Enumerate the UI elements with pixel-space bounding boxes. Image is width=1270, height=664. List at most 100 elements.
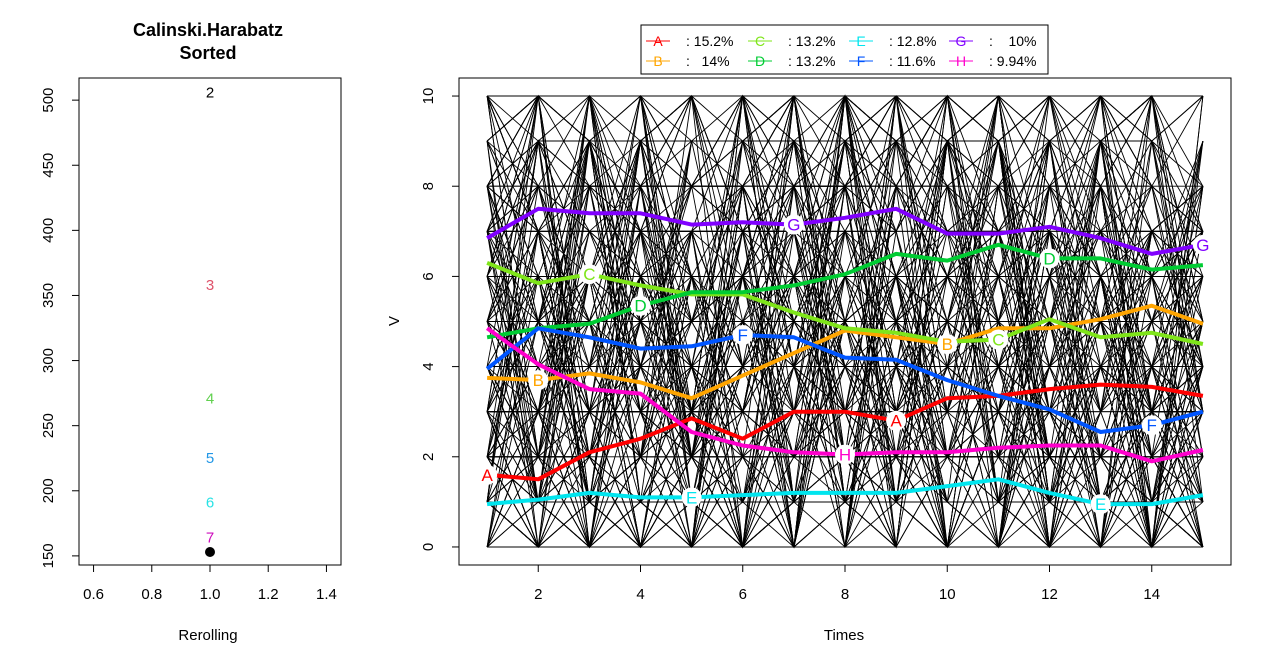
legend-value-a: : 15.2% bbox=[686, 33, 733, 49]
right-x-tick-label: 2 bbox=[534, 586, 542, 603]
series-line-a bbox=[486, 382, 1204, 482]
cluster-count-label: 2 bbox=[206, 84, 214, 101]
series-line-g bbox=[486, 206, 1204, 256]
left-plot-frame bbox=[78, 77, 342, 566]
series-label-e: E bbox=[1095, 495, 1106, 514]
series-label-b: B bbox=[533, 371, 544, 390]
left-x-tick-label: 0.6 bbox=[83, 586, 104, 603]
left-y-tick-label: 150 bbox=[40, 543, 57, 568]
series-label-c: C bbox=[583, 265, 595, 284]
legend-value-g: : 10% bbox=[989, 33, 1036, 49]
legend-key-e: E bbox=[856, 33, 865, 49]
legend-value-f: : 11.6% bbox=[889, 53, 935, 69]
series-line-b bbox=[487, 303, 1204, 401]
left-x-tick-label: 1.2 bbox=[258, 586, 279, 603]
right-axes: 2 4 6 8 10 12 14 0 2 4 6 8 10 bbox=[420, 88, 1160, 603]
trajectory-line bbox=[486, 95, 1204, 548]
series-line-e bbox=[486, 477, 1204, 507]
left-x-tick-label: 1.0 bbox=[200, 586, 221, 603]
legend-key-c: C bbox=[755, 33, 765, 49]
series-label-g: G bbox=[787, 216, 800, 235]
right-ylabel: V bbox=[386, 316, 403, 326]
cluster-count-label: 6 bbox=[206, 494, 214, 511]
right-x-tick-label: 12 bbox=[1041, 586, 1058, 603]
left-y-tick-label: 400 bbox=[40, 218, 57, 243]
series-label-a: A bbox=[481, 466, 493, 485]
legend-key-b: B bbox=[653, 53, 662, 69]
legend-key-d: D bbox=[755, 53, 765, 69]
right-y-tick-label: 6 bbox=[420, 272, 437, 280]
series-line-f bbox=[485, 326, 1204, 434]
right-x-tick-label: 8 bbox=[841, 586, 849, 603]
legend-items: A: 15.2% B: 14% C: 13.2% D: 13.2% E: 12.8% F:… bbox=[646, 33, 1036, 69]
series-label-bg bbox=[835, 444, 855, 465]
series-label-f: F bbox=[738, 326, 748, 345]
right-y-tick-label: 0 bbox=[420, 543, 437, 551]
series-label-bg bbox=[681, 487, 702, 508]
series-label-bg bbox=[1039, 248, 1060, 269]
series-label-bg bbox=[1090, 494, 1111, 515]
left-xlabel: Rerolling bbox=[178, 627, 237, 644]
series-label-d: D bbox=[634, 297, 646, 316]
right-y-tick-label: 10 bbox=[420, 88, 437, 105]
data-point bbox=[205, 546, 215, 557]
right-x-tick-label: 10 bbox=[939, 586, 956, 603]
legend-value-b: : 14% bbox=[686, 53, 730, 69]
series-label-g: G bbox=[1196, 236, 1209, 255]
right-x-tick-label: 6 bbox=[739, 586, 747, 603]
series-label-bg bbox=[732, 325, 753, 346]
left-y-tick-label: 250 bbox=[40, 413, 57, 438]
cluster-mean-lines bbox=[485, 206, 1204, 507]
left-y-tick-label: 300 bbox=[40, 348, 57, 373]
cluster-labels: A A B B C C D D E E F F G G H bbox=[477, 214, 1213, 515]
left-title: Calinski.Harabatz bbox=[133, 20, 283, 40]
right-x-tick-label: 14 bbox=[1143, 586, 1160, 603]
legend-key-a: A bbox=[653, 33, 663, 49]
series-label-bg bbox=[783, 214, 804, 235]
right-xlabel: Times bbox=[824, 627, 864, 644]
legend-value-e: : 12.8% bbox=[889, 33, 936, 49]
series-label-h: H bbox=[839, 446, 851, 465]
cluster-count-label: 7 bbox=[206, 530, 214, 547]
right-x-tick-label: 4 bbox=[636, 586, 644, 603]
left-subtitle: Sorted bbox=[179, 43, 236, 63]
legend-value-h: : 9.94% bbox=[989, 53, 1036, 69]
series-label-bg bbox=[886, 410, 907, 431]
series-label-bg bbox=[1192, 234, 1213, 255]
left-marks: 2 3 4 5 6 7 bbox=[205, 84, 215, 557]
series-label-bg bbox=[630, 295, 651, 316]
right-y-tick-label: 2 bbox=[420, 453, 437, 461]
series-label-bg bbox=[988, 329, 1009, 350]
left-y-tick-label: 200 bbox=[40, 478, 57, 503]
cluster-count-label: 5 bbox=[206, 450, 214, 467]
series-label-c: C bbox=[992, 331, 1004, 350]
series-line-c bbox=[486, 261, 1204, 346]
series-label-bg bbox=[477, 464, 498, 485]
left-x-tick-label: 1.4 bbox=[316, 586, 337, 603]
series-line-d bbox=[486, 242, 1204, 340]
legend: A: 15.2% B: 14% C: 13.2% D: 13.2% E: 12.8% F:… bbox=[640, 24, 1049, 75]
legend-value-c: : 13.2% bbox=[788, 33, 835, 49]
left-panel: Calinski.Harabatz Sorted 0.6 0.8 1.0 1.2 1.4… bbox=[40, 20, 342, 644]
series-label-bg bbox=[528, 370, 549, 391]
right-y-tick-label: 8 bbox=[420, 182, 437, 190]
series-label-e: E bbox=[686, 488, 697, 507]
series-label-bg bbox=[579, 264, 600, 285]
legend-key-g: G bbox=[956, 33, 967, 49]
left-axes: 0.6 0.8 1.0 1.2 1.4 150 200 250 300 350 400 450 500 bbox=[40, 88, 337, 603]
right-y-tick-label: 4 bbox=[420, 362, 437, 370]
left-x-tick-label: 0.8 bbox=[141, 586, 162, 603]
left-y-tick-label: 500 bbox=[40, 88, 57, 113]
legend-value-d: : 13.2% bbox=[788, 53, 835, 69]
left-y-tick-label: 350 bbox=[40, 283, 57, 308]
series-label-a: A bbox=[890, 412, 902, 431]
cluster-count-label: 3 bbox=[206, 277, 214, 294]
cluster-count-label: 4 bbox=[206, 390, 214, 407]
trajectory-line bbox=[487, 94, 1204, 413]
series-label-bg bbox=[937, 334, 958, 355]
left-y-tick-label: 450 bbox=[40, 153, 57, 178]
series-label-b: B bbox=[942, 335, 953, 354]
series-label-f: F bbox=[1147, 416, 1157, 435]
